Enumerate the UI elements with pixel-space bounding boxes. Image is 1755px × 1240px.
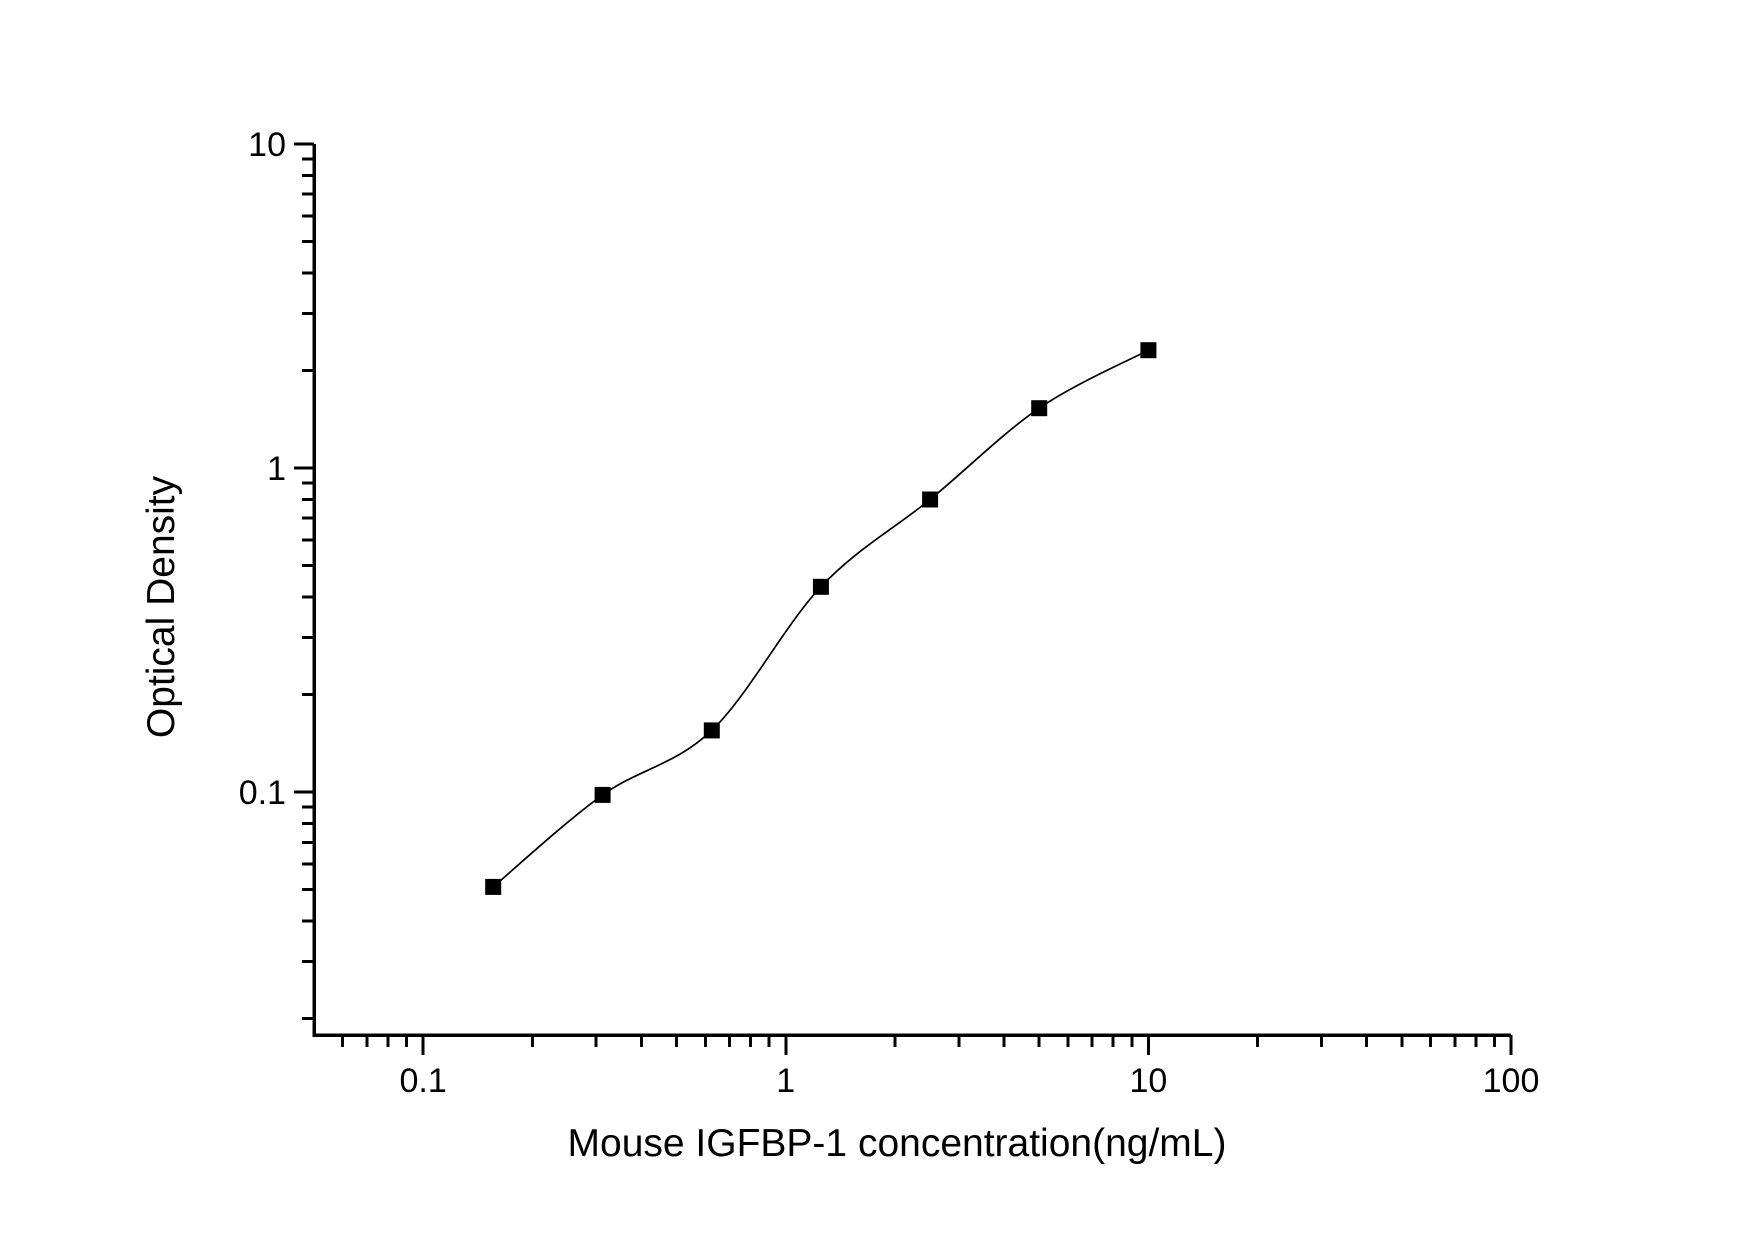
x-tick-label: 100: [1483, 1062, 1540, 1100]
y-axis-title: Optical Density: [140, 475, 183, 738]
y-axis-major-ticks: [294, 142, 314, 794]
x-axis-tick-labels: 0.1 1 10 100: [400, 1062, 1540, 1100]
data-point-marker: [703, 722, 720, 739]
y-tick-label: 10: [248, 126, 286, 164]
x-tick-label: 10: [1129, 1062, 1167, 1100]
x-axis-title: Mouse IGFBP-1 concentration(ng/mL): [568, 1122, 1227, 1165]
fit-curve: [492, 349, 1149, 888]
x-tick-label: 1: [776, 1062, 795, 1100]
y-tick-label: 0.1: [239, 774, 286, 812]
x-axis-major-ticks: [421, 1035, 1513, 1055]
y-axis-minor-ticks: [302, 157, 314, 1021]
data-point-marker: [922, 491, 939, 508]
axis-lines: [312, 144, 1511, 1037]
data-point-marker: [1031, 400, 1048, 417]
x-axis-minor-ticks: [341, 1035, 1496, 1047]
data-point-marker: [1140, 342, 1157, 359]
data-point-marker: [485, 878, 502, 895]
x-tick-label: 0.1: [400, 1062, 447, 1100]
data-points: [485, 342, 1157, 895]
y-tick-label: 1: [267, 450, 286, 488]
y-axis-tick-labels: 0.1 1 10: [239, 126, 286, 812]
data-point-marker: [594, 786, 611, 803]
data-point-marker: [812, 578, 829, 595]
